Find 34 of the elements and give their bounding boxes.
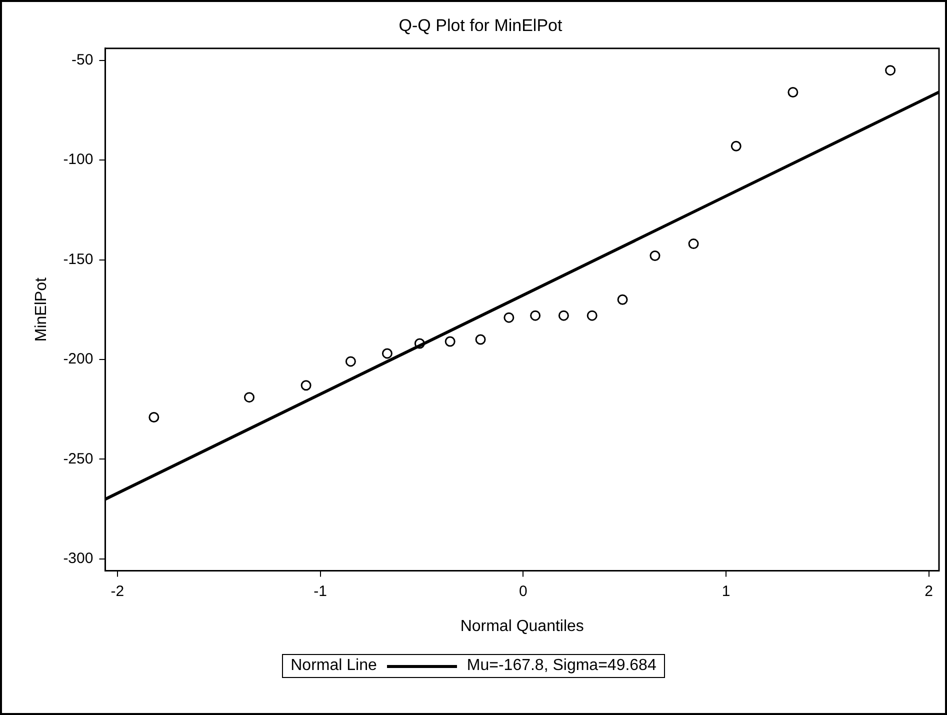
chart-title: Q-Q Plot for MinElPot	[398, 16, 562, 35]
x-tick-label: -2	[110, 582, 124, 600]
point	[504, 312, 514, 323]
point	[788, 87, 798, 98]
point	[382, 348, 392, 359]
point	[530, 310, 541, 321]
point	[650, 250, 660, 262]
legend-title: Normal Line	[290, 657, 377, 675]
y-tick-label: -200	[63, 350, 94, 368]
point	[475, 334, 486, 345]
x-tick-label: 2	[924, 582, 934, 600]
point	[730, 140, 742, 152]
point	[148, 412, 160, 423]
x-tick-label: 1	[722, 582, 730, 600]
point	[885, 65, 896, 76]
legend-label: Mu=-167.8, Sigma=49.684	[466, 657, 656, 675]
x-tick-label: -1	[314, 582, 327, 600]
point	[345, 356, 356, 367]
point	[617, 294, 628, 305]
point	[414, 338, 425, 349]
point	[444, 336, 456, 347]
y-tick-label: -100	[63, 151, 94, 168]
y-axis-title: MinElPot	[33, 277, 50, 342]
point	[244, 392, 255, 403]
x-tick-label: 0	[518, 582, 528, 600]
y-tick-label: -250	[63, 450, 94, 468]
y-tick-label: -50	[72, 52, 94, 69]
point	[586, 310, 598, 321]
point	[300, 380, 312, 391]
point	[558, 310, 569, 321]
point	[688, 238, 699, 250]
x-axis-title: Normal Quantiles	[460, 618, 584, 635]
y-tick-label: -300	[63, 550, 94, 567]
y-tick-label: -150	[63, 250, 94, 268]
